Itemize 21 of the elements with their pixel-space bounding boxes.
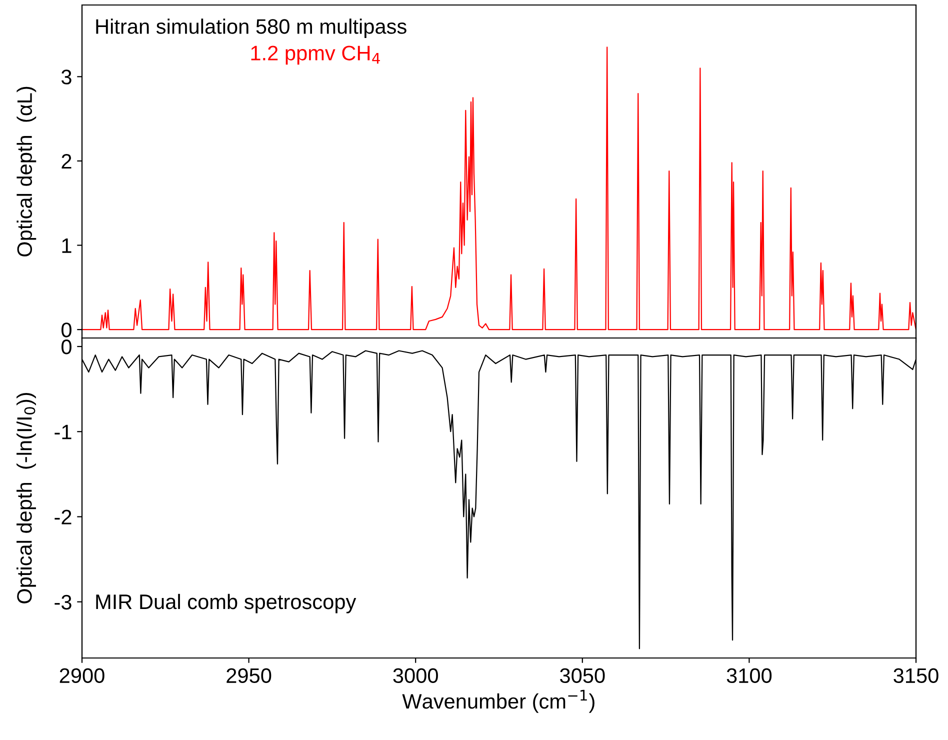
y-tick-label: 2 <box>62 154 72 169</box>
x-tick-label: 3150 <box>894 668 938 684</box>
x-axis-title: Wavenumber (cm$^{−1}$) <box>402 690 594 713</box>
x-tick-label: 3000 <box>393 668 438 684</box>
y-tick-label: -1 <box>54 424 72 440</box>
y-tick-label: -3 <box>54 594 72 610</box>
y-tick-label: -2 <box>54 510 72 524</box>
y-tick-label: 0 <box>62 340 72 354</box>
text: 1.2 ppmv CH$_{4}$ <box>251 46 380 65</box>
x-tick-label: 3100 <box>726 668 772 684</box>
y-axis-title: Optical depth (-ln(I/I$_{0}$)) <box>16 392 36 604</box>
line-series <box>82 46 916 330</box>
y-axis-title: Optical depth (αL) <box>16 86 36 256</box>
y-tick-label: 3 <box>61 70 72 84</box>
x-tick-label: 2900 <box>60 668 104 684</box>
x-tick-label: 3050 <box>560 668 605 684</box>
annotation: Hitran simulation 580 m multipass <box>96 18 406 38</box>
x-tick-label: 2950 <box>226 668 272 684</box>
annotation: MIR Dual comb spetroscopy <box>96 594 356 614</box>
y-tick-label: 1 <box>62 238 72 253</box>
y-tick-label: 0 <box>62 322 72 338</box>
